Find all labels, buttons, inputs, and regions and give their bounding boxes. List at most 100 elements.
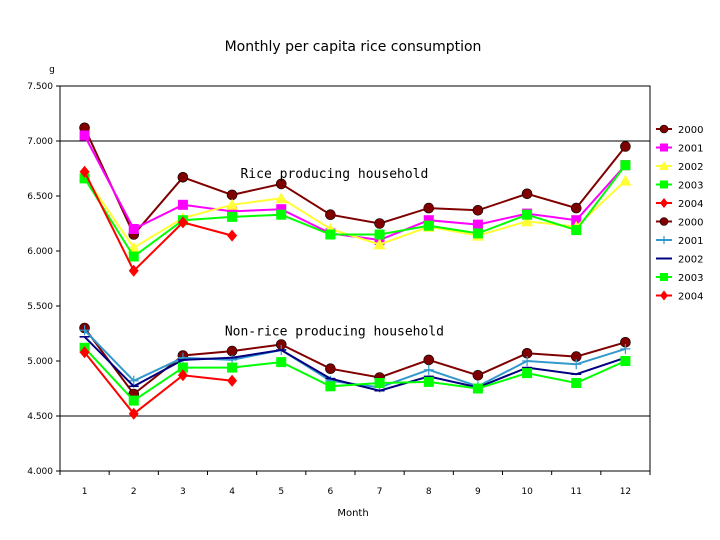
y-unit-label: g [49, 65, 55, 75]
series-line-non-rice-2003 [83, 347, 626, 402]
legend-label: 2002 [678, 255, 703, 266]
data-point [227, 229, 238, 242]
data-point [79, 325, 90, 336]
plot-frame [59, 85, 651, 472]
x-tick-label: 5 [278, 487, 284, 497]
legend-label: 2004 [678, 292, 703, 303]
data-point [472, 369, 484, 381]
legend-marker [660, 143, 668, 152]
x-tick-label: 6 [328, 487, 334, 497]
data-point [374, 218, 385, 229]
series-line-rice-2003 [83, 164, 627, 258]
legend-item: 2003 [656, 180, 703, 192]
data-point [373, 238, 386, 250]
plot-area: 4.000 4.500 5.000 5.500 6.000 6.500 7.000 7.500… [27, 82, 651, 497]
chart-title: Monthly per capita rice consumption [225, 39, 482, 55]
series-non-rice-2004 [79, 346, 238, 420]
data-point [128, 375, 139, 386]
data-point [325, 229, 336, 240]
legend-item: 2000 [656, 217, 703, 229]
legend-label: 2003 [678, 273, 703, 284]
x-axis-label: Month [337, 508, 368, 519]
data-point [619, 174, 632, 186]
x-tick-label: 3 [180, 487, 186, 497]
data-point [472, 205, 484, 216]
data-point [571, 378, 582, 388]
series-line-non-rice-2004 [83, 351, 233, 416]
legend-marker [659, 161, 669, 170]
y-tick-label: 4.500 [27, 412, 53, 422]
legend-label: 2004 [678, 199, 703, 210]
data-point [276, 209, 287, 220]
x-tick-label: 12 [620, 487, 631, 497]
x-tick-label: 1 [82, 487, 88, 497]
legend-marker [660, 236, 668, 244]
data-point [128, 395, 139, 406]
data-point [128, 264, 139, 277]
data-point [227, 206, 238, 217]
legend-item: 2001 [656, 236, 703, 247]
data-point [522, 368, 533, 379]
data-point [374, 378, 385, 388]
data-point [79, 130, 90, 141]
legend-label: 2002 [678, 162, 703, 173]
data-point [423, 354, 435, 366]
legend-marker [660, 273, 668, 281]
data-point [177, 172, 189, 183]
data-point [226, 198, 239, 210]
y-tick-label: 7.500 [27, 82, 53, 92]
series-rice-2002 [78, 170, 632, 253]
data-point [620, 356, 631, 366]
legend: 2000 2001 2002 2003 2004 2000 2001 2002 2003 2004 [656, 124, 703, 303]
legend-item: 2004 [656, 198, 703, 210]
x-tick-label: 4 [229, 487, 235, 497]
legend-marker [660, 180, 668, 189]
legend-label: 2001 [678, 236, 703, 247]
y-tick-label: 5.500 [27, 302, 53, 312]
legend-marker [660, 198, 668, 208]
data-point [275, 192, 288, 204]
series-line-rice-2004 [83, 171, 233, 273]
data-point [472, 228, 483, 239]
legend-item: 2004 [656, 290, 703, 303]
data-point [226, 345, 238, 357]
x-tick-label: 9 [475, 487, 481, 497]
data-point [570, 202, 582, 214]
x-tick-label: 8 [426, 487, 432, 497]
legend-marker [659, 124, 669, 134]
series-non-rice-2003 [79, 342, 631, 406]
data-point [522, 356, 533, 366]
series-line-rice-2001 [83, 135, 627, 242]
legend-item: 2002 [656, 161, 703, 173]
data-point [227, 211, 238, 222]
data-point [177, 369, 188, 382]
data-point [620, 343, 631, 354]
y-tick-label: 6.500 [27, 192, 53, 202]
data-point [571, 215, 582, 226]
data-point [571, 359, 582, 370]
y-tick-label: 7.000 [27, 137, 53, 147]
data-point [472, 219, 483, 230]
legend-label: 2003 [678, 181, 703, 192]
x-tick-label: 2 [131, 487, 137, 497]
data-point [128, 251, 139, 262]
legend-marker [660, 290, 668, 301]
legend-item: 2000 [656, 124, 703, 136]
data-point [79, 165, 90, 178]
data-point [423, 376, 434, 387]
data-point [325, 381, 336, 392]
series-line-non-rice-2002 [83, 336, 626, 392]
data-point [128, 407, 139, 420]
data-point [423, 202, 435, 214]
annotation: Non-rice producing household [225, 324, 444, 339]
series-line-rice-2002 [83, 175, 627, 250]
data-point [620, 160, 631, 171]
legend-item: 2001 [656, 143, 703, 155]
data-point [423, 364, 434, 375]
data-point [177, 216, 188, 229]
legend-marker [659, 217, 669, 226]
y-tick-label: 6.000 [27, 247, 53, 257]
annotation: Rice producing household [240, 167, 428, 182]
data-point [79, 346, 90, 359]
